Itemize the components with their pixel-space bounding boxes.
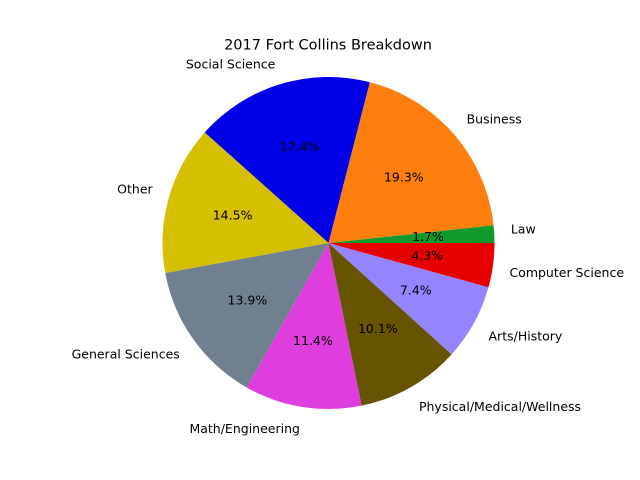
- slice-percent-law: 1.7%: [412, 229, 444, 244]
- pie-slice-law: [328, 225, 495, 243]
- slice-label-arts-history: Arts/History: [489, 329, 563, 344]
- slice-label-other: Other: [117, 182, 153, 197]
- pie-slice-computer-science: [328, 243, 495, 288]
- slice-label-physical-medical-wellness: Physical/Medical/Wellness: [419, 399, 581, 414]
- pie-slice-business: [328, 82, 494, 243]
- slice-percent-physical-medical-wellness: 10.1%: [358, 321, 398, 336]
- slice-label-general-sciences: General Sciences: [72, 347, 180, 362]
- slice-percent-social-science: 17.4%: [280, 139, 320, 154]
- pie-slice-arts-history: [328, 243, 489, 355]
- pie-slice-math-engineering: [246, 243, 362, 410]
- chart-title: 2017 Fort Collins Breakdown: [224, 38, 432, 54]
- slice-percent-other: 14.5%: [213, 208, 253, 223]
- slice-label-law: Law: [511, 221, 536, 236]
- pie-labels: Law 1.7% Business 19.3% Social Science 17.4% O…: [72, 56, 625, 436]
- pie-slice-other: [162, 132, 329, 274]
- pie-slices: [162, 77, 495, 410]
- slice-percent-general-sciences: 13.9%: [228, 292, 268, 307]
- slice-percent-arts-history: 7.4%: [400, 282, 432, 297]
- slice-label-computer-science: Computer Science: [509, 265, 624, 280]
- slice-percent-math-engineering: 11.4%: [293, 333, 333, 348]
- slice-percent-computer-science: 4.3%: [411, 248, 443, 263]
- slice-label-social-science: Social Science: [186, 56, 276, 71]
- pie-slice-general-sciences: [165, 243, 329, 388]
- slice-label-business: Business: [467, 112, 522, 127]
- pie-slice-social-science: [204, 77, 370, 243]
- slice-percent-business: 19.3%: [384, 169, 424, 184]
- pie-slice-physical-medical-wellness: [328, 243, 452, 406]
- slice-label-math-engineering: Math/Engineering: [189, 421, 299, 436]
